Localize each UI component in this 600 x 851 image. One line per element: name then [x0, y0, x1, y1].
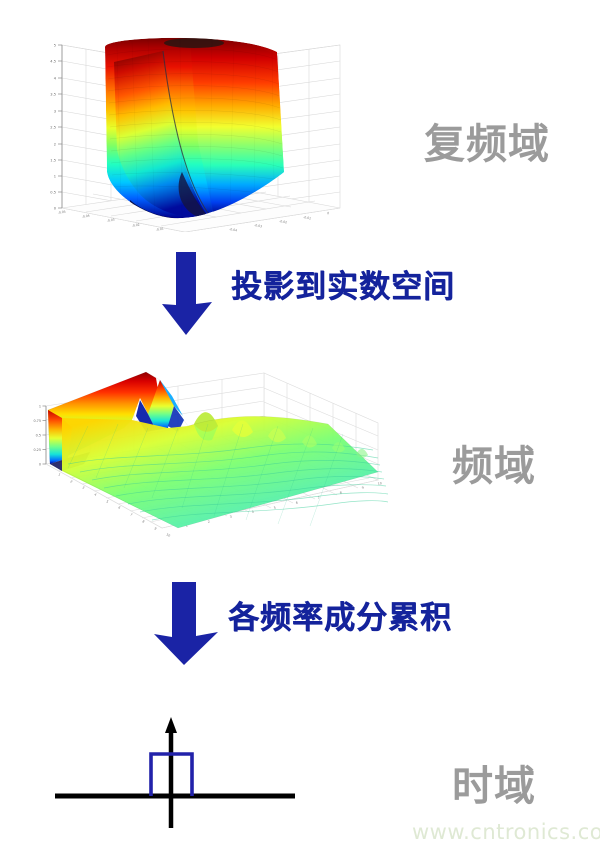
site-watermark: www.cntronics.com — [412, 820, 600, 844]
svg-text:-0.01: -0.01 — [155, 227, 164, 232]
svg-text:-0.01: -0.01 — [303, 215, 312, 220]
rect-pulse-trace — [149, 752, 194, 796]
svg-text:6: 6 — [295, 501, 298, 505]
svg-text:-0.03: -0.03 — [106, 218, 115, 223]
xy-axis-ticklabels: 1 2 3 4 5 6 7 8 9 10 1 2 3 4 5 6 7 8 9 1… — [58, 472, 383, 537]
down-arrow-icon — [162, 252, 212, 335]
frequency-surface-svg: 1 0.75 0.5 0.25 0 1 2 3 4 5 6 7 8 9 10 1 — [33, 371, 389, 538]
svg-text:2.5: 2.5 — [50, 126, 56, 130]
svg-text:-0.04: -0.04 — [81, 214, 90, 219]
down-arrow-icon — [154, 582, 218, 665]
svg-text:10: 10 — [166, 532, 171, 537]
svg-text:9: 9 — [154, 526, 158, 530]
svg-text:1.5: 1.5 — [50, 159, 56, 163]
svg-text:1: 1 — [185, 524, 188, 528]
time-domain-pulse-svg — [55, 717, 295, 828]
svg-text:2: 2 — [70, 479, 74, 483]
svg-text:1: 1 — [54, 175, 56, 179]
svg-text:2: 2 — [54, 143, 56, 147]
svg-text:3.5: 3.5 — [50, 93, 56, 97]
svg-text:5: 5 — [273, 506, 276, 510]
svg-text:5: 5 — [106, 499, 110, 503]
complex-frequency-surface-plot: 5 4.5 4 3.5 3 2.5 2 1.5 1 0.5 0 -0.05 -0… — [22, 22, 372, 237]
z-axis: 5 4.5 4 3.5 3 2.5 2 1.5 1 0.5 0 — [50, 44, 63, 211]
svg-text:4: 4 — [54, 77, 57, 81]
svg-text:1: 1 — [58, 472, 62, 476]
frequency-surface-plot: 1 0.75 0.5 0.25 0 1 2 3 4 5 6 7 8 9 10 1 — [28, 368, 389, 543]
svg-text:-0.02: -0.02 — [131, 223, 140, 228]
svg-text:0.5: 0.5 — [36, 434, 41, 438]
label-frequency-domain: 频域 — [452, 442, 536, 490]
svg-text:7: 7 — [130, 512, 134, 516]
svg-text:0: 0 — [327, 211, 330, 215]
svg-text:8: 8 — [142, 519, 146, 523]
svg-text:10: 10 — [377, 481, 382, 486]
z-axis: 1 0.75 0.5 0.25 0 — [33, 405, 47, 467]
svg-text:7: 7 — [317, 496, 320, 500]
svg-text:0.25: 0.25 — [33, 448, 41, 452]
surface-mesh — [47, 371, 389, 529]
svg-text:0.5: 0.5 — [50, 191, 56, 195]
label-time-domain: 时域 — [452, 762, 536, 810]
svg-text:3: 3 — [82, 485, 86, 489]
svg-text:3: 3 — [54, 110, 56, 114]
svg-text:3: 3 — [229, 515, 232, 519]
step-caption-project: 投影到实数空间 — [231, 269, 455, 305]
complex-frequency-surface-svg: 5 4.5 4 3.5 3 2.5 2 1.5 1 0.5 0 -0.05 -0… — [50, 37, 341, 237]
svg-text:8: 8 — [339, 491, 342, 495]
svg-text:4: 4 — [94, 492, 98, 496]
label-complex-frequency-domain: 复频域 — [424, 120, 550, 168]
svg-text:-0.03: -0.03 — [254, 223, 263, 228]
step-caption-accumulate: 各频率成分累积 — [228, 600, 452, 636]
svg-text:0: 0 — [39, 463, 41, 467]
svg-text:-0.02: -0.02 — [279, 219, 288, 224]
amplitude-axis — [165, 717, 177, 828]
time-domain-pulse-plot — [50, 700, 300, 832]
svg-text:1: 1 — [39, 405, 41, 409]
svg-text:5: 5 — [54, 44, 56, 48]
surface-mesh — [105, 37, 284, 219]
svg-text:9: 9 — [361, 486, 364, 490]
svg-text:2: 2 — [207, 520, 210, 524]
svg-text:-0.05: -0.05 — [204, 231, 213, 232]
svg-text:-0.04: -0.04 — [229, 227, 238, 232]
svg-text:4.5: 4.5 — [50, 60, 56, 64]
svg-text:6: 6 — [118, 505, 122, 509]
svg-text:0.75: 0.75 — [33, 419, 41, 423]
svg-text:-0.05: -0.05 — [57, 210, 66, 215]
svg-text:0: 0 — [54, 207, 57, 211]
svg-text:4: 4 — [251, 510, 254, 514]
